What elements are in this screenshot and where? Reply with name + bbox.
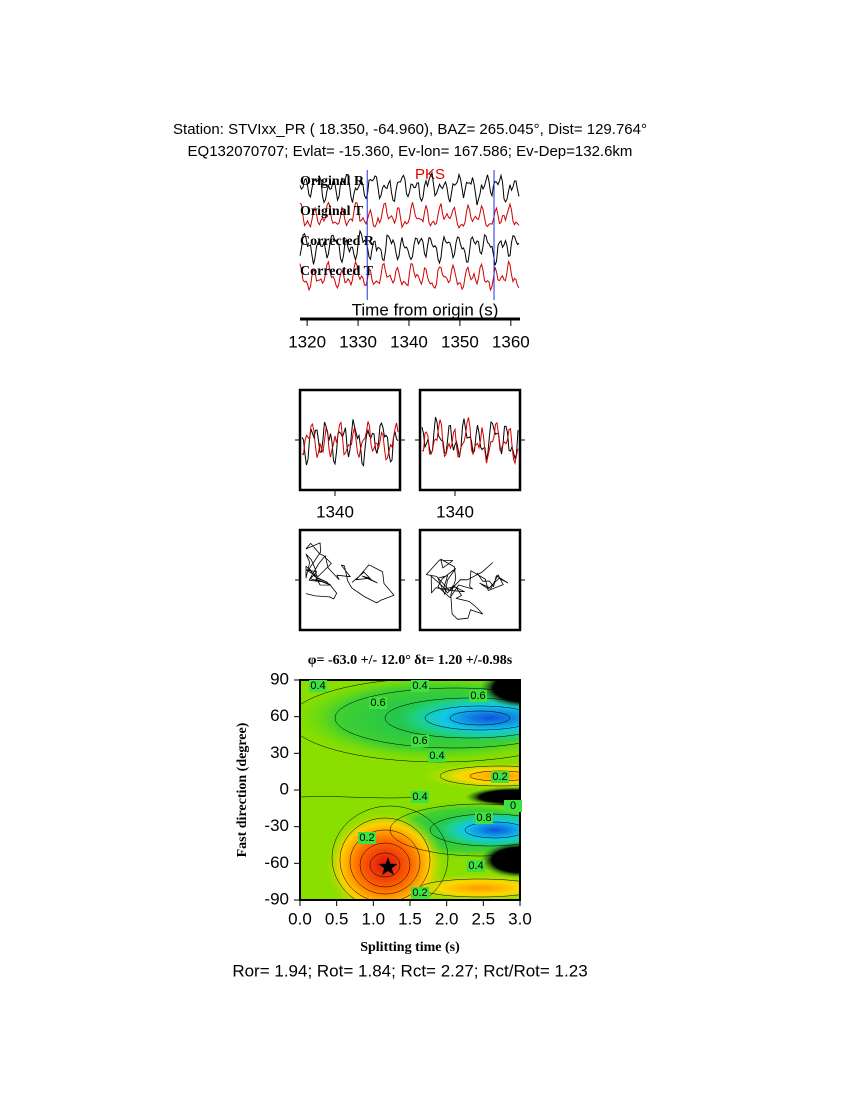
y-tick-label: -90 [264,889,289,908]
x-tick-label: 1.0 [362,909,386,928]
x-axis-label: Splitting time (s) [360,940,460,955]
y-tick-label: 0 [280,779,289,798]
waveform [421,416,519,461]
x-tick-label: 1350 [441,332,479,351]
contour-label: 0 [510,800,516,812]
contour-label-bg [467,860,485,872]
waveform [421,417,519,466]
map-title: φ= -63.0 +/- 12.0° δt= 1.20 +/-0.98s [308,653,513,668]
x-tick-label: 2.5 [472,909,496,928]
waveform [301,419,399,467]
x-tick-label: 0.0 [288,909,312,928]
trace-label: Original T [300,204,364,219]
map-zone [480,842,520,878]
phase-label: PKS [415,166,445,183]
map-zone [325,810,445,900]
contour-label-bg [491,771,509,783]
contour-label-bg [428,750,446,762]
waveform [299,229,520,266]
contour-label: 0.6 [370,697,385,709]
contour-label: 0.2 [492,771,507,783]
misfit-map [300,680,520,900]
footer: Ror= 1.94; Rot= 1.84; Rct= 2.27; Rct/Rot… [232,961,587,980]
contour-label: 0.2 [359,832,374,844]
x-tick-label: 1.5 [398,909,422,928]
x-tick-label: 1320 [288,332,326,351]
particle-motion [305,542,395,604]
contour-label: 0.4 [429,750,444,762]
y-tick-label: 60 [270,706,289,725]
y-tick-label: -60 [264,853,289,872]
y-tick-label: -30 [264,816,289,835]
map-zone [480,680,520,708]
x-tick-label: 1330 [339,332,377,351]
contour-label-bg [469,690,487,702]
x-tick-label: 1340 [390,332,428,351]
contour-label: 0.4 [468,860,483,872]
station-line: Station: STVIxx_PR ( 18.350, -64.960), B… [173,121,647,138]
contour-label: 0.4 [412,791,427,803]
waveform [299,259,520,292]
contour-label-bg [411,887,429,899]
best-fit-star [378,857,398,876]
contour-label-bg [411,735,429,747]
contour-label: 0.6 [470,690,485,702]
contour-label: 0.6 [412,735,427,747]
x-tick-label: 1340 [316,502,354,521]
contour-label-bg [411,680,429,692]
x-tick-label: 1360 [492,332,530,351]
y-axis-label: Fast direction (degree) [235,722,250,857]
contour-label: 0.2 [412,887,427,899]
contour-label-bg [358,832,376,844]
x-tick-label: 1340 [436,502,474,521]
y-tick-label: 30 [270,743,289,762]
contour-label: 0.4 [412,680,427,692]
contour-label: 0.8 [476,812,491,824]
trace-label: Corrected R [300,234,375,249]
waveform [301,420,399,461]
waveform [299,201,520,230]
y-tick-label: 90 [270,669,289,688]
trace-label: Corrected T [300,264,374,279]
event-line: EQ132070707; Evlat= -15.360, Ev-lon= 167… [188,143,633,160]
waveform [299,171,520,206]
particle-motion [425,558,509,620]
contour-label-bg [309,680,327,692]
contour-label-bg [369,697,387,709]
trace-label: Original R [300,174,365,189]
contour-label-bg [475,812,493,824]
x-tick-label: 3.0 [508,909,532,928]
contour-label: 0.4 [310,680,325,692]
contour-label-bg [504,800,522,812]
x-tick-label: 2.0 [435,909,459,928]
contour-label-bg [411,791,429,803]
trace-x-label: Time from origin (s) [352,300,499,319]
x-tick-label: 0.5 [325,909,349,928]
map-zone [435,812,520,848]
